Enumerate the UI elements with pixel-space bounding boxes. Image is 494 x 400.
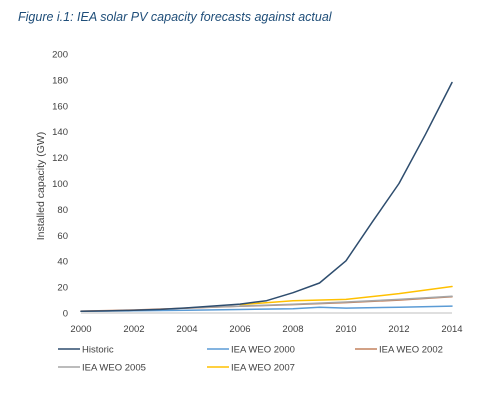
y-tick-label: 160 <box>52 101 68 112</box>
legend-label: IEA WEO 2007 <box>231 363 295 374</box>
legend: Historic IEA WEO 2000 IEA WEO 2002 IEA WEO … <box>58 345 443 374</box>
y-tick-label: 60 <box>57 231 68 242</box>
legend-item: IEA WEO 2000 <box>207 345 295 356</box>
y-tick-label: 180 <box>52 75 68 86</box>
legend-label: IEA WEO 2000 <box>231 345 295 356</box>
y-tick-label: 20 <box>57 283 68 294</box>
y-axis-label: Installed capacity (GW) <box>35 132 47 241</box>
x-tick-label: 2010 <box>335 324 356 335</box>
x-tick-label: 2002 <box>123 324 144 335</box>
series-line-iea-weo-2005 <box>186 295 453 309</box>
figure-title: Figure i.1: IEA solar PV capacity foreca… <box>18 10 332 24</box>
y-tick-label: 140 <box>52 127 68 138</box>
series-line-iea-weo-2007 <box>239 285 453 306</box>
x-tick-labels: 2000 2002 2004 2006 2008 2010 2012 2014 <box>70 324 462 335</box>
y-tick-label: 100 <box>52 179 68 190</box>
series-lines <box>80 81 453 313</box>
x-tick-label: 2006 <box>229 324 250 335</box>
x-tick-label: 2014 <box>441 324 462 335</box>
x-tick-label: 2000 <box>70 324 91 335</box>
legend-label: IEA WEO 2002 <box>379 345 443 356</box>
y-tick-label: 120 <box>52 153 68 164</box>
legend-label: Historic <box>82 345 114 356</box>
y-tick-label: 0 <box>63 309 68 320</box>
legend-item: Historic <box>58 345 114 356</box>
y-tick-label: 40 <box>57 257 68 268</box>
series-line-historic <box>80 81 453 313</box>
legend-item: IEA WEO 2002 <box>355 345 443 356</box>
x-tick-label: 2004 <box>176 324 197 335</box>
legend-item: IEA WEO 2005 <box>58 363 146 374</box>
series-line-iea-weo-2000 <box>80 305 453 313</box>
legend-label: IEA WEO 2005 <box>82 363 146 374</box>
y-tick-label: 200 <box>52 50 68 61</box>
legend-item: IEA WEO 2007 <box>207 363 295 374</box>
x-tick-label: 2008 <box>282 324 303 335</box>
y-tick-label: 80 <box>57 205 68 216</box>
y-tick-labels: 0 20 40 60 80 100 120 140 160 180 200 <box>52 50 68 320</box>
x-tick-label: 2012 <box>388 324 409 335</box>
